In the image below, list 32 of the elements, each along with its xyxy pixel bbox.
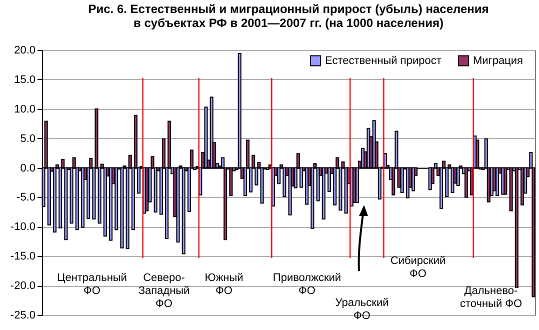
annotation: Дальнево- сточный ФО bbox=[460, 285, 523, 310]
y-tick-label: -5.0 bbox=[16, 192, 36, 204]
bar bbox=[514, 167, 518, 288]
annotation: Уральский ФО bbox=[335, 297, 389, 322]
annotation: Южный ФО bbox=[204, 272, 244, 297]
y-tick-label: -20.0 bbox=[10, 280, 36, 292]
y-tick-label: 5.0 bbox=[20, 132, 36, 145]
legend-label: Миграция bbox=[473, 54, 523, 67]
annotation: Сибирский ФО bbox=[390, 255, 446, 280]
bar bbox=[80, 167, 85, 228]
y-tick-label: -15.0 bbox=[10, 250, 36, 263]
y-tick-label: -10.0 bbox=[10, 221, 36, 234]
bar bbox=[109, 167, 113, 241]
y-tick-label: 20.0 bbox=[14, 44, 36, 56]
bar bbox=[352, 167, 356, 204]
bar bbox=[145, 167, 149, 212]
bar bbox=[520, 167, 524, 206]
bar bbox=[229, 167, 233, 196]
bar bbox=[322, 167, 326, 220]
y-tick-label: -25.0 bbox=[10, 310, 36, 322]
y-tick-label: 0.0 bbox=[20, 162, 36, 174]
annotation: Центральный ФО bbox=[57, 272, 127, 297]
annotation: Приволжский ФО bbox=[272, 272, 342, 297]
annotation: Северо- Западный ФО bbox=[138, 272, 190, 310]
chart-title: Рис. 6. Естественный и миграционный прирост (убыль) населения в субъектах РФ в 2001—2007 гг. (на 1000 населения) bbox=[88, 2, 489, 30]
bar bbox=[504, 167, 508, 195]
y-tick-label: 10.0 bbox=[14, 103, 36, 116]
bar bbox=[114, 167, 118, 230]
bar bbox=[509, 167, 513, 212]
bar bbox=[464, 167, 468, 198]
legend-label: Естественный прирост bbox=[325, 54, 442, 67]
y-tick-label: 15.0 bbox=[14, 74, 36, 86]
